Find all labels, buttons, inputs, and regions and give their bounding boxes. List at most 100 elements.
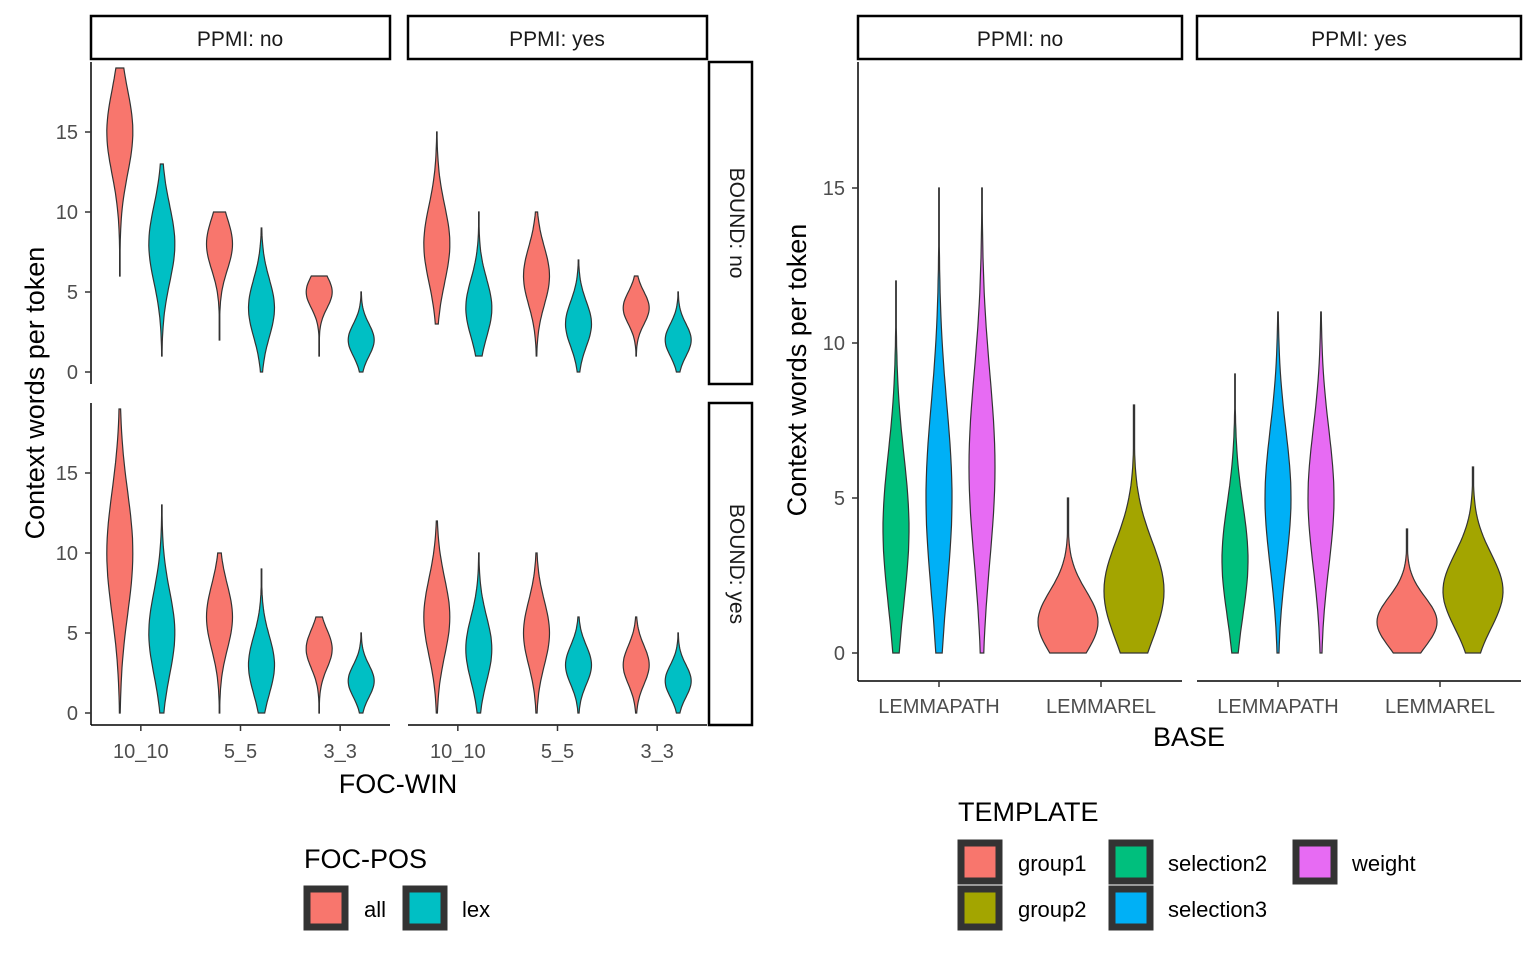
- y-tick-label: 15: [56, 122, 78, 144]
- y-tick-label: 5: [67, 282, 78, 304]
- violin-5_5-lex: [247, 227, 276, 373]
- y-tick-label: 5: [67, 623, 78, 645]
- legend-foc-pos: FOC-POS all lex: [303, 844, 490, 931]
- x-tick-label: 5_5: [224, 741, 257, 763]
- violin-5_5-all: [205, 552, 234, 714]
- violin-5_5-all: [522, 211, 551, 357]
- y-tick-label: 10: [823, 333, 845, 355]
- left-violins: [106, 67, 692, 714]
- y-tick-label: 0: [67, 703, 78, 725]
- x-tick-label: 3_3: [323, 741, 356, 763]
- violin-LEMMAPATH-selection3: [1264, 311, 1292, 654]
- y-tick-label: 15: [823, 178, 845, 200]
- strip-ppmi-yes-left: PPMI: yes: [406, 14, 709, 61]
- legend-item-selection3: selection3: [1108, 885, 1267, 931]
- violin-3_3-lex: [347, 632, 375, 714]
- strip-label: BOUND: yes: [725, 504, 748, 624]
- violin-5_5-lex: [564, 259, 593, 373]
- y-tick-label: 10: [56, 202, 78, 224]
- x-tick-label: 10_10: [430, 741, 486, 763]
- violin-5_5-lex: [564, 616, 593, 714]
- strip-ppmi-no-right: PPMI: no: [856, 14, 1184, 61]
- violin-5_5-all: [522, 552, 551, 714]
- legend-item-group2: group2: [957, 885, 1087, 931]
- legend-item-group1: group1: [957, 839, 1087, 885]
- legend-template: TEMPLATE group1 group2 selection2 select…: [957, 797, 1416, 931]
- violin-5_5-lex: [247, 568, 276, 714]
- violin-10_10-lex: [465, 552, 493, 714]
- violin-5_5-all: [205, 211, 234, 341]
- violin-LEMMAREL-group2: [1103, 404, 1165, 654]
- legend-label: selection3: [1168, 897, 1267, 922]
- strip-label: PPMI: yes: [1311, 28, 1407, 51]
- legend-item-weight: weight: [1292, 839, 1416, 885]
- x-tick-label: LEMMAPATH: [1217, 696, 1339, 718]
- legend-swatch: [957, 839, 1003, 885]
- x-tick-label: LEMMAREL: [1385, 696, 1495, 718]
- violin-3_3-all: [305, 275, 333, 357]
- legend-swatch: [402, 885, 448, 931]
- violin-LEMMAREL-group1: [1037, 497, 1099, 654]
- violin-3_3-all: [305, 616, 333, 714]
- legend-swatch: [1108, 839, 1154, 885]
- strip-label: PPMI: no: [977, 28, 1063, 51]
- y-tick-label: 10: [56, 543, 78, 565]
- violin-3_3-all: [622, 616, 650, 714]
- legend-label: selection2: [1168, 851, 1267, 876]
- violin-10_10-all: [106, 67, 134, 277]
- right-violins: [882, 187, 1504, 654]
- legend-label: weight: [1351, 851, 1416, 876]
- x-tick-label: 5_5: [541, 741, 574, 763]
- violin-3_3-lex: [347, 291, 375, 373]
- legend-swatch: [303, 885, 349, 931]
- violin-10_10-all: [423, 131, 451, 325]
- violin-LEMMAPATH-weight: [968, 187, 996, 654]
- violin-LEMMAREL-group1: [1376, 528, 1438, 654]
- legend-label: all: [364, 897, 386, 922]
- legend-item-selection2: selection2: [1108, 839, 1267, 885]
- violin-LEMMAREL-group2: [1442, 466, 1504, 654]
- strip-label: PPMI: yes: [509, 28, 605, 51]
- left-figure: PPMI: no PPMI: yes BOUND: no BOUND: yes …: [20, 14, 754, 931]
- x-tick-label: 3_3: [640, 741, 673, 763]
- violin-10_10-all: [423, 520, 451, 714]
- y-axis-title: Context words per token: [20, 247, 50, 540]
- violin-3_3-lex: [664, 632, 692, 714]
- violin-10_10-lex: [148, 163, 176, 357]
- legend-item-all: all: [303, 885, 386, 931]
- strip-bound-yes: BOUND: yes: [707, 401, 754, 727]
- violin-LEMMAPATH-selection3: [925, 187, 953, 654]
- y-axis-title: Context words per token: [782, 224, 812, 517]
- y-tick-label: 5: [834, 488, 845, 510]
- legend-label: group1: [1018, 851, 1087, 876]
- violin-10_10-lex: [465, 211, 493, 357]
- violin-3_3-lex: [664, 291, 692, 373]
- strip-label: PPMI: no: [197, 28, 283, 51]
- x-tick-label: LEMMAREL: [1046, 696, 1156, 718]
- legend-swatch: [957, 885, 1003, 931]
- legend-label: lex: [462, 897, 490, 922]
- violin-LEMMAPATH-weight: [1307, 311, 1335, 654]
- violin-LEMMAPATH-selection2: [1221, 373, 1249, 654]
- strip-bound-no: BOUND: no: [707, 60, 754, 386]
- legend-title: TEMPLATE: [958, 797, 1099, 827]
- x-axis-title: FOC-WIN: [339, 769, 457, 799]
- x-tick-label: 10_10: [113, 741, 169, 763]
- legend-swatch: [1292, 839, 1338, 885]
- legend-label: group2: [1018, 897, 1087, 922]
- legend-title: FOC-POS: [304, 844, 427, 874]
- y-tick-label: 0: [67, 362, 78, 384]
- strip-ppmi-no-left: PPMI: no: [89, 14, 392, 61]
- violin-3_3-all: [622, 275, 650, 357]
- x-tick-label: LEMMAPATH: [878, 696, 1000, 718]
- legend-swatch: [1108, 885, 1154, 931]
- violin-10_10-lex: [148, 504, 176, 714]
- x-axis-title: BASE: [1153, 722, 1225, 752]
- violin-LEMMAPATH-selection2: [882, 280, 910, 654]
- right-tick-labels: 0 5 10 15 LEMMAPATH LEMMAREL LEMMAPATH LEMMAREL: [823, 178, 1495, 718]
- violin-10_10-all: [106, 408, 134, 714]
- left-tick-labels: 0 5 10 15 0 5 10 15 10_10 5_5 3_3 10_10 5_5 3_3: [56, 122, 674, 763]
- right-figure: PPMI: no PPMI: yes 0 5 10 15 LEMMAPATH LEMMAR…: [782, 14, 1523, 931]
- y-tick-label: 15: [56, 463, 78, 485]
